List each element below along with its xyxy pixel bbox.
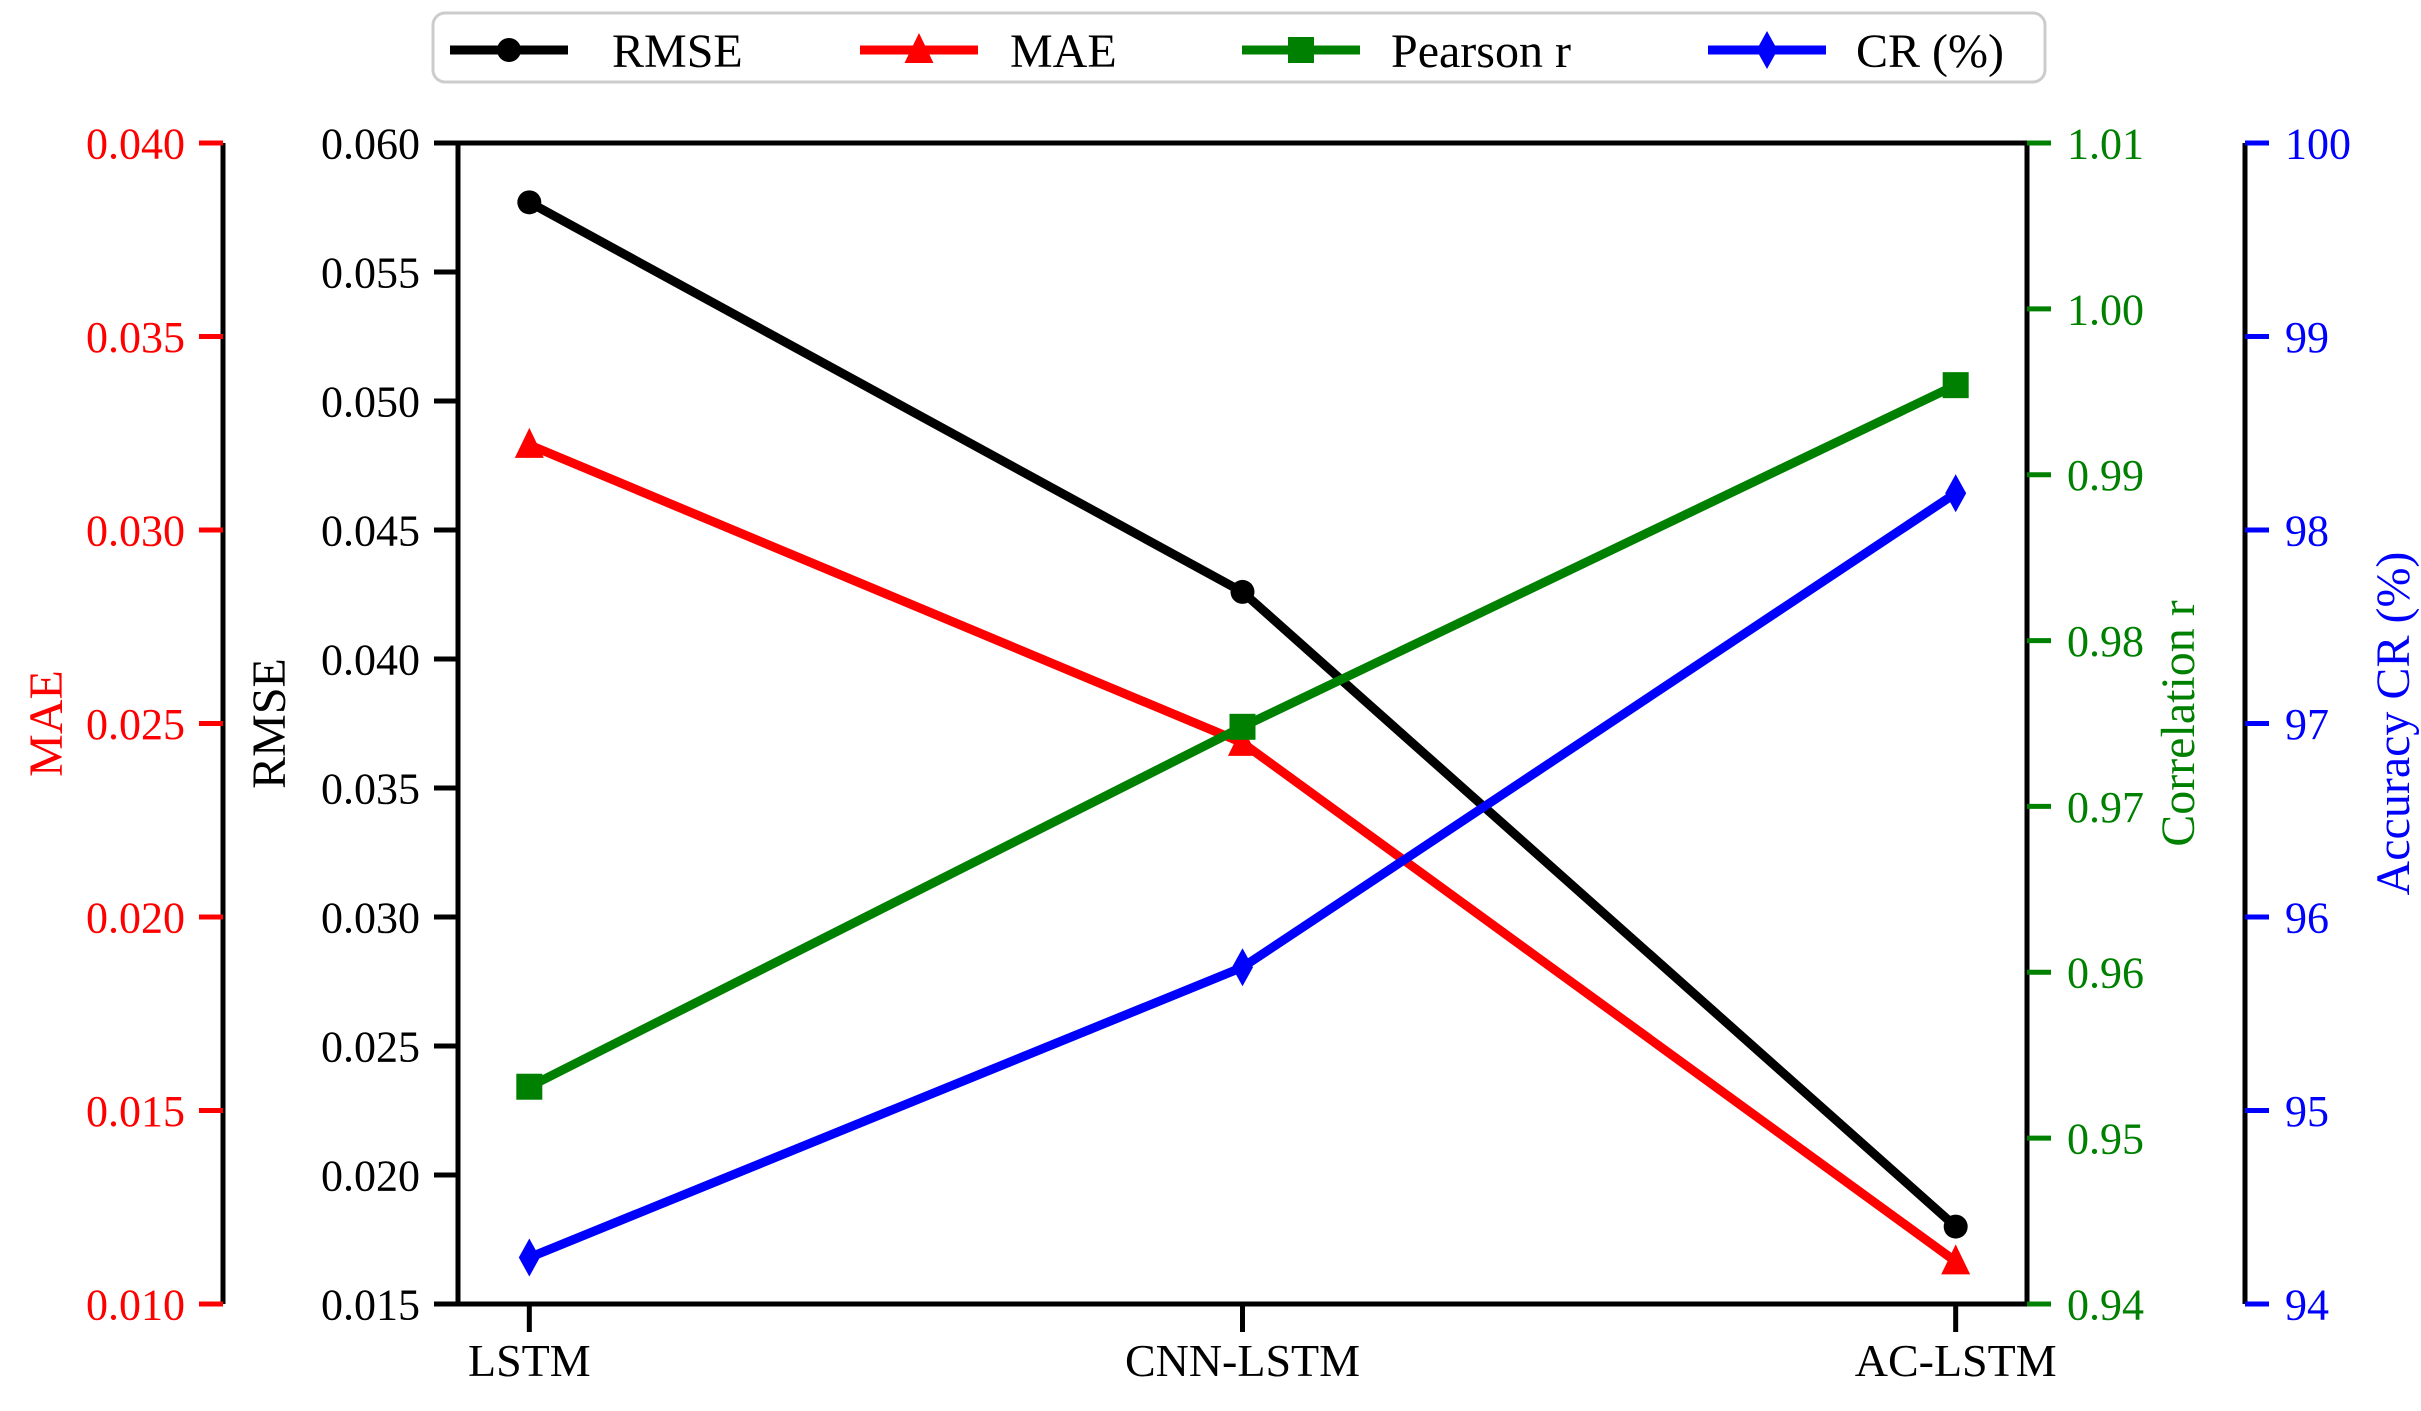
rmse-axis-title: RMSE — [243, 658, 296, 789]
series-marker-mae — [1228, 725, 1257, 756]
cr-tick-label: 100 — [2285, 119, 2351, 168]
corr-tick-label: 1.00 — [2067, 285, 2144, 334]
rmse-tick-label: 0.035 — [321, 764, 420, 813]
corr-tick-label: 0.96 — [2067, 949, 2144, 998]
mae-tick-label: 0.010 — [86, 1280, 185, 1329]
mae-tick-label: 0.020 — [86, 893, 185, 942]
legend-square-icon — [1288, 37, 1314, 63]
series-marker-rmse — [1230, 579, 1255, 604]
mae-axis-title: MAE — [20, 670, 73, 777]
corr-tick-label: 1.01 — [2067, 119, 2144, 168]
rmse-tick-label: 0.060 — [321, 119, 420, 168]
series-marker-cr — [1945, 474, 1967, 513]
corr-tick-label: 0.98 — [2067, 617, 2144, 666]
mae-tick-label: 0.030 — [86, 506, 185, 555]
corr-tick-label: 0.94 — [2067, 1280, 2144, 1329]
series-marker-mae — [514, 427, 544, 458]
series-marker-mae — [1941, 1244, 1971, 1275]
legend-label: MAE — [1010, 25, 1117, 78]
legend-box — [431, 11, 2047, 84]
rmse-tick-label: 0.045 — [321, 506, 420, 555]
mae-tick-label: 0.035 — [86, 313, 185, 362]
corr-tick-label: 0.97 — [2067, 783, 2144, 832]
rmse-tick-label: 0.055 — [321, 248, 420, 297]
corr-tick-label: 0.95 — [2067, 1115, 2144, 1164]
cr-tick-label: 96 — [2285, 893, 2329, 942]
cr-axis-title: Accuracy CR (%) — [2367, 552, 2420, 896]
series-marker-rmse — [1943, 1214, 1968, 1239]
rmse-tick-label: 0.030 — [321, 893, 420, 942]
rmse-tick-label: 0.040 — [321, 635, 420, 684]
series-marker-rmse — [517, 190, 542, 215]
cr-tick-label: 99 — [2285, 313, 2329, 362]
series-marker-corr — [1942, 372, 1969, 399]
cr-tick-label: 95 — [2285, 1087, 2329, 1136]
rmse-tick-label: 0.020 — [321, 1151, 420, 1200]
mae-tick-label: 0.040 — [86, 119, 185, 168]
legend-label: RMSE — [612, 25, 743, 78]
corr-tick-label: 0.99 — [2067, 451, 2144, 500]
legend-diamond-icon — [1756, 31, 1778, 69]
x-tick-label: LSTM — [468, 1335, 591, 1386]
series-marker-corr — [516, 1073, 543, 1100]
series-marker-cr — [1232, 948, 1253, 987]
rmse-tick-label: 0.025 — [321, 1022, 420, 1071]
rmse-tick-label: 0.015 — [321, 1280, 420, 1329]
x-tick-label: AC-LSTM — [1855, 1335, 2057, 1386]
legend-label: Pearson r — [1391, 25, 1571, 78]
corr-axis-title: Correlation r — [2152, 600, 2205, 847]
legend-triangle-icon — [904, 33, 934, 63]
x-tick-label: CNN-LSTM — [1125, 1335, 1360, 1386]
legend-label: CR (%) — [1856, 25, 2004, 78]
mae-tick-label: 0.015 — [86, 1087, 185, 1136]
series-marker-corr — [1229, 713, 1256, 740]
cr-tick-label: 97 — [2285, 700, 2329, 749]
series-marker-cr — [518, 1238, 540, 1277]
cr-tick-label: 94 — [2285, 1280, 2329, 1329]
mae-tick-label: 0.025 — [86, 700, 185, 749]
legend-circle-icon — [497, 38, 521, 62]
rmse-tick-label: 0.050 — [321, 377, 420, 426]
cr-tick-label: 98 — [2285, 506, 2329, 555]
